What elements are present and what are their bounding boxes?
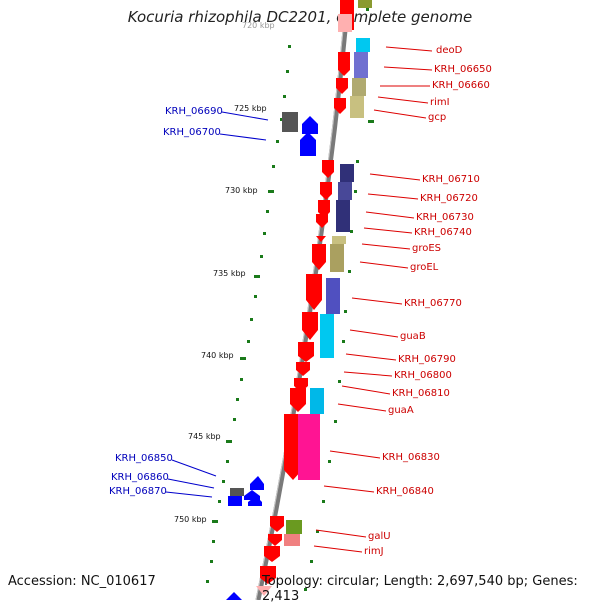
gene-label-KRH_06690[interactable]: KRH_06690: [165, 106, 223, 117]
gene-label-KRH_06800[interactable]: KRH_06800: [394, 370, 452, 381]
accession-text: Accession: NC_010617: [8, 574, 156, 589]
gene-label-gcp[interactable]: gcp: [428, 112, 447, 123]
scale-label-750: 750 kbp: [174, 515, 207, 524]
gene-label-galU[interactable]: galU: [368, 531, 391, 542]
gene-label-KRH_06650[interactable]: KRH_06650: [434, 64, 492, 75]
gene-label-KRH_06700[interactable]: KRH_06700: [163, 127, 221, 138]
gene-label-KRH_06850[interactable]: KRH_06850: [115, 453, 173, 464]
scale-label-725: 725 kbp: [234, 104, 267, 113]
gene-label-rimJ[interactable]: rimJ: [364, 546, 384, 557]
leader-lines-left: [165, 111, 269, 498]
gene-label-rimI[interactable]: rimI: [430, 97, 450, 108]
gene-label-KRH_06770[interactable]: KRH_06770: [404, 298, 462, 309]
gene-label-guaA[interactable]: guaA: [388, 405, 414, 416]
gene-label-groES[interactable]: groES: [412, 243, 442, 254]
scale-label-740: 740 kbp: [201, 351, 234, 360]
gene-label-KRH_06790[interactable]: KRH_06790: [398, 354, 456, 365]
gene-label-KRH_06730[interactable]: KRH_06730: [416, 212, 474, 223]
gene-label-KRH_06870[interactable]: KRH_06870: [109, 486, 167, 497]
gene-label-KRH_06810[interactable]: KRH_06810: [392, 388, 450, 399]
genome-title: Kocuria rhizophila DC2201, complete geno…: [127, 8, 473, 26]
gene-label-guaB[interactable]: guaB: [400, 331, 426, 342]
scale-label-730: 730 kbp: [225, 186, 258, 195]
gene-label-KRH_06660[interactable]: KRH_06660: [432, 80, 490, 91]
gene-label-KRH_06720[interactable]: KRH_06720: [420, 193, 478, 204]
reverse-genes: [226, 116, 318, 600]
gene-label-groEL[interactable]: groEL: [410, 262, 439, 273]
scale-label-720: 720 kbp: [242, 21, 275, 30]
gene-label-KRH_06830[interactable]: KRH_06830: [382, 452, 440, 463]
gene-label-KRH_06860[interactable]: KRH_06860: [111, 472, 169, 483]
gene-label-KRH_06840[interactable]: KRH_06840: [376, 486, 434, 497]
gene-label-deoD[interactable]: deoD: [436, 45, 463, 56]
leader-lines-right: [313, 46, 433, 553]
scale-label-735: 735 kbp: [213, 269, 246, 278]
scale-label-745: 745 kbp: [188, 432, 221, 441]
gene-label-KRH_06740[interactable]: KRH_06740: [414, 227, 472, 238]
category-blocks: [284, 0, 372, 546]
gene-label-KRH_06710[interactable]: KRH_06710: [422, 174, 480, 185]
